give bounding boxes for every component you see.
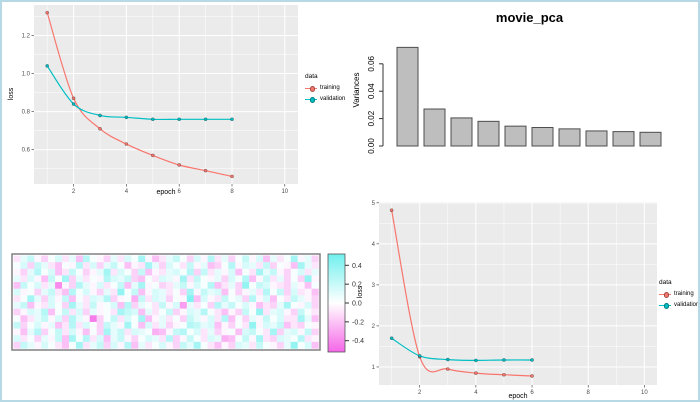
training-point — [445, 367, 450, 371]
svg-text:-0.4: -0.4 — [352, 338, 364, 345]
svg-text:2: 2 — [418, 390, 422, 396]
training-point — [98, 126, 102, 131]
x-axis-label: epoch — [156, 189, 176, 196]
svg-text:1.0: 1.0 — [22, 72, 31, 78]
training-point — [230, 174, 234, 179]
bar — [423, 108, 446, 147]
legend-title: data — [659, 279, 672, 286]
training-line-key-icon — [659, 291, 671, 298]
validation-point — [389, 336, 394, 341]
training-point — [389, 208, 394, 213]
svg-text:1.2: 1.2 — [22, 33, 31, 39]
svg-text:0.0: 0.0 — [352, 301, 362, 308]
svg-text:-0.2: -0.2 — [352, 319, 364, 326]
svg-text:0.2: 0.2 — [352, 282, 362, 289]
validation-point — [177, 117, 181, 122]
bar — [639, 131, 662, 147]
pca-bar-chart: 0.00 0.02 0.04 0.06 — [367, 46, 662, 154]
svg-text:10: 10 — [641, 390, 648, 396]
legend-title: data — [305, 73, 318, 80]
validation-point — [98, 113, 102, 118]
training-point — [124, 142, 129, 146]
svg-text:1: 1 — [372, 365, 376, 371]
legend-item-label: training — [320, 85, 340, 91]
validation-line — [46, 65, 232, 121]
validation-point — [151, 117, 155, 122]
legend-item-label: validation — [320, 96, 346, 102]
legend-item-label: training — [674, 291, 694, 297]
panel-weights-heatmap: 0.4 0.2 0.0 -0.2 -0.4 — [10, 250, 372, 362]
svg-text:6: 6 — [530, 390, 534, 396]
training-point — [530, 374, 534, 378]
legend-item-validation: validation — [305, 96, 345, 103]
bar — [477, 120, 500, 147]
validation-line-key-icon — [659, 302, 671, 309]
validation-point — [502, 358, 506, 362]
validation-line — [391, 337, 533, 362]
validation-point — [417, 354, 422, 358]
panel-movie-pca: movie_pca 0.00 0.02 0.04 0.06 Variances — [352, 2, 698, 167]
training-point — [474, 371, 478, 375]
training-point — [151, 153, 155, 158]
svg-text:4: 4 — [372, 242, 376, 248]
bar — [396, 46, 419, 147]
bar — [612, 131, 635, 147]
svg-text:0.04: 0.04 — [367, 83, 376, 99]
validation-point — [45, 64, 50, 68]
training-point — [45, 10, 50, 15]
svg-text:2: 2 — [372, 324, 376, 330]
weights-heatmap: 0.4 0.2 0.0 -0.2 -0.4 — [11, 253, 364, 353]
svg-text:0.06: 0.06 — [367, 55, 376, 71]
validation-point — [203, 117, 208, 122]
y-axis-label: loss — [8, 87, 15, 101]
panel-loss-bottom-right: 2 4 6 8 10 1 2 3 4 5 epoch loss data training val… — [357, 194, 700, 400]
training-line-key-icon — [305, 85, 317, 92]
bar — [558, 128, 581, 147]
validation-point — [530, 358, 534, 362]
validation-point — [445, 357, 450, 362]
validation-line-key-icon — [305, 96, 317, 103]
panel-loss-top-left: 2 4 6 8 10 0.6 0.8 1.0 1.2 epoch loss data train… — [2, 2, 347, 202]
x-axis-label: epoch — [508, 393, 528, 400]
chart-title: movie_pca — [495, 10, 564, 25]
training-point — [203, 168, 208, 173]
legend: data training validation — [305, 73, 345, 107]
legend-item-training: training — [305, 85, 345, 92]
bar — [531, 127, 554, 147]
bar — [450, 117, 473, 147]
svg-text:5: 5 — [372, 201, 376, 207]
bar — [585, 130, 608, 147]
legend-item-validation: validation — [659, 302, 700, 309]
svg-text:0.6: 0.6 — [22, 148, 31, 154]
svg-text:10: 10 — [281, 189, 288, 195]
validation-point — [71, 102, 76, 106]
svg-text:2: 2 — [72, 189, 76, 195]
bar — [504, 125, 527, 147]
svg-text:8: 8 — [587, 390, 591, 396]
svg-text:3: 3 — [372, 283, 376, 289]
loss-chart-1: 2 4 6 8 10 0.6 0.8 1.0 1.2 — [22, 5, 298, 195]
legend: data training validation — [659, 279, 700, 313]
svg-text:0.00: 0.00 — [367, 138, 376, 154]
training-point — [71, 96, 76, 101]
validation-point — [230, 117, 234, 122]
y-axis-label: Variances — [352, 72, 361, 108]
legend-item-label: validation — [674, 302, 700, 308]
legend-item-training: training — [659, 291, 698, 298]
svg-text:0.8: 0.8 — [22, 110, 31, 116]
svg-text:0.4: 0.4 — [352, 263, 362, 270]
y-axis-label: loss — [357, 285, 364, 299]
svg-text:8: 8 — [230, 189, 234, 195]
training-point — [177, 163, 181, 167]
validation-point — [124, 115, 129, 120]
svg-text:4: 4 — [125, 189, 129, 195]
svg-text:0.02: 0.02 — [367, 110, 376, 126]
svg-text:6: 6 — [178, 189, 182, 195]
svg-text:4: 4 — [474, 390, 478, 396]
training-point — [502, 372, 506, 377]
validation-point — [474, 358, 478, 363]
